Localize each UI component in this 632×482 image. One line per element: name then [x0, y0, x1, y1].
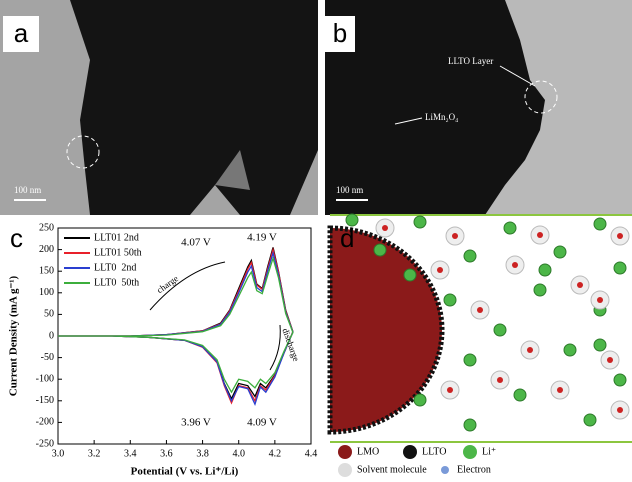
solvent-core: [477, 307, 483, 313]
arrow: [394, 117, 423, 125]
li-ion: [443, 293, 457, 307]
solvent-core: [597, 297, 603, 303]
li-ion: [403, 268, 417, 282]
x-tick-label: 3.0: [52, 448, 65, 459]
cv-chart: 3.0 3.2 3.4 3.6 3.8 4.0 4.2 4.4 -250 -200 -150 -100…: [8, 222, 318, 477]
li-ion: [463, 249, 477, 263]
layer-label: LLTO Layer: [448, 56, 493, 66]
annotation: discharge: [280, 327, 301, 363]
li-ion: [593, 338, 607, 352]
li-ion: [373, 243, 387, 257]
li-ion: [553, 245, 567, 259]
li-ion: [593, 217, 607, 231]
y-tick-label: 100: [39, 287, 54, 298]
y-tick-label: 0: [49, 330, 54, 341]
cv-curve: [58, 255, 294, 394]
highlight-circle: [524, 80, 558, 114]
panel-label: b: [333, 18, 347, 48]
li-ion: [503, 221, 517, 235]
panel-label: a: [14, 18, 29, 48]
li-ion: [563, 343, 577, 357]
legend-icon: [338, 445, 352, 459]
particle: [70, 0, 318, 215]
legend-icon: [403, 445, 417, 459]
solvent-core: [452, 233, 458, 239]
x-tick-label: 3.8: [196, 448, 209, 459]
solvent-core: [527, 347, 533, 353]
legend-label: Li⁺: [482, 446, 496, 457]
li-ion: [583, 413, 597, 427]
legend-label: LLT01 2nd: [94, 232, 139, 243]
solvent-core: [557, 387, 563, 393]
label-box: [3, 16, 39, 52]
solvent-core: [512, 262, 518, 268]
scale-label: 100 nm: [336, 185, 363, 195]
y-tick-label: -100: [36, 373, 54, 384]
y-tick-label: -250: [36, 438, 54, 449]
annotation: 3.96 V: [181, 417, 211, 429]
solvent-core: [382, 225, 388, 231]
y-tick-label: -50: [41, 352, 54, 363]
y-tick-label: 200: [39, 244, 54, 255]
li-ion: [413, 393, 427, 407]
y-tick-label: 150: [39, 265, 54, 276]
schematic: LMO LLTO Li⁺ Solvent molecule Electron: [327, 213, 632, 477]
y-tick-label: -150: [36, 395, 54, 406]
x-tick-label: 3.2: [88, 448, 101, 459]
li-ion: [463, 353, 477, 367]
core-label: LiMn₂O₄: [425, 112, 458, 122]
x-tick-label: 3.4: [124, 448, 137, 459]
y-tick-label: -200: [36, 417, 54, 428]
solvent-core: [447, 387, 453, 393]
solvent-core: [617, 407, 623, 413]
solvent-core: [607, 357, 613, 363]
li-ion: [345, 213, 359, 227]
solvent-core: [617, 233, 623, 239]
li-ion: [538, 263, 552, 277]
legend-label: Electron: [457, 464, 491, 475]
panel-label: d: [340, 223, 354, 253]
annotation: 4.07 V: [181, 237, 211, 249]
highlight-circle: [66, 135, 100, 169]
annotation: 4.19 V: [247, 232, 277, 244]
li-ion: [533, 283, 547, 297]
solvent-core: [537, 232, 543, 238]
solvent-core: [497, 377, 503, 383]
arrow: [149, 261, 226, 311]
legend-label: Solvent molecule: [357, 464, 427, 475]
li-ion: [493, 323, 507, 337]
legend-icon: [441, 466, 449, 474]
legend-icon: [338, 463, 352, 477]
label-box: [325, 16, 355, 52]
panel-label: c: [10, 223, 23, 253]
scale-label: 100 nm: [14, 185, 41, 195]
legend-icon: [463, 445, 477, 459]
x-tick-label: 4.2: [269, 448, 282, 459]
legend-label: LLT0 50th: [94, 277, 139, 288]
li-ion: [413, 215, 427, 229]
particle-gap: [215, 150, 250, 190]
legend-label: LMO: [357, 446, 379, 457]
x-axis-label: Potential (V vs. Li⁺/Li): [131, 466, 239, 478]
li-ion: [513, 388, 527, 402]
annotation: 4.09 V: [247, 417, 277, 429]
x-tick-label: 3.6: [160, 448, 173, 459]
arrow: [499, 65, 536, 87]
legend-label: LLT01 50th: [94, 247, 142, 258]
x-tick-label: 4.0: [232, 448, 245, 459]
y-tick-label: 50: [44, 309, 54, 320]
arrow: [269, 324, 281, 371]
y-tick-label: 250: [39, 222, 54, 233]
y-axis-label: Current Density (mA g⁻¹): [8, 275, 20, 396]
li-ion: [613, 373, 627, 387]
legend-label: LLTO: [422, 446, 446, 457]
li-ion: [613, 261, 627, 275]
particle: [325, 0, 545, 215]
li-ion: [463, 418, 477, 432]
solvent-core: [437, 267, 443, 273]
legend-label: LLT0 2nd: [94, 262, 136, 273]
x-tick-label: 4.4: [305, 448, 318, 459]
solvent-core: [577, 282, 583, 288]
